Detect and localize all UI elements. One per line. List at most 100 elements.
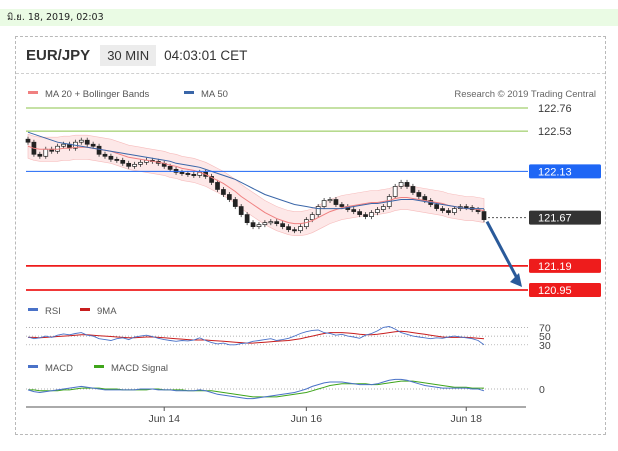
- rsi-tick-label: 70: [539, 322, 551, 334]
- time-tick-label: Jun 18: [450, 413, 482, 425]
- macd-signal-legend-label: MACD Signal: [111, 363, 168, 374]
- rsi-ma-legend-label: 9MA: [97, 306, 117, 317]
- ma50-legend-label: MA 50: [201, 89, 228, 100]
- candle: [315, 206, 321, 215]
- level-121-19-tag: [529, 258, 601, 273]
- candle: [298, 226, 303, 232]
- candle: [452, 208, 457, 213]
- level-122-13-tag: [529, 164, 601, 179]
- forecast-arrow-head: [510, 272, 522, 287]
- level-122-53-label: 122.53: [538, 126, 572, 138]
- candle: [463, 206, 469, 209]
- level-120-95-tag: [529, 282, 601, 297]
- key-levels: 122.76 122.53 122.13 121.67 121.19 120.95: [26, 103, 601, 297]
- candle: [96, 145, 102, 155]
- candle: [446, 210, 451, 213]
- forecast-arrow: [485, 220, 521, 283]
- rsi-tick-label: 50: [539, 331, 551, 343]
- rsi-tick-label: 30: [539, 340, 551, 352]
- candle: [227, 194, 232, 200]
- candle: [102, 153, 108, 157]
- rsi-legend-label: RSI: [45, 306, 61, 317]
- candle: [404, 182, 410, 187]
- candle: [292, 229, 297, 232]
- candle: [90, 143, 96, 147]
- currency-pair: EUR/JPY: [26, 46, 91, 64]
- candle: [327, 199, 333, 202]
- candle: [250, 222, 256, 228]
- level-122-76-label: 122.76: [538, 103, 572, 115]
- candle: [351, 209, 357, 212]
- candle: [380, 206, 386, 210]
- header-divider: [16, 73, 605, 74]
- candle: [78, 139, 84, 143]
- price-plot: [25, 131, 487, 236]
- chart-canvas: MA 20 + Bollinger Bands MA 50 Research ©…: [25, 89, 601, 425]
- rsi-ma-legend-swatch: [80, 308, 90, 311]
- ma20-legend-label: MA 20 + Bollinger Bands: [45, 89, 150, 100]
- candle: [37, 153, 43, 157]
- macd-tick-label: 0: [539, 384, 545, 396]
- candle: [25, 138, 31, 143]
- bollinger-band: [27, 133, 485, 236]
- candle: [179, 172, 185, 174]
- candle: [167, 165, 173, 170]
- candle: [440, 208, 445, 211]
- ma50-legend-swatch: [184, 91, 194, 94]
- macd-line: [27, 378, 485, 400]
- time-tick-label: Jun 16: [291, 413, 323, 425]
- ma50-line: [27, 131, 484, 210]
- rsi-line: [27, 326, 485, 346]
- date-bar: มิ.ย. 18, 2019, 02:03: [0, 9, 618, 26]
- candle: [232, 199, 238, 207]
- candle: [274, 221, 280, 224]
- candle: [434, 204, 439, 209]
- candle: [375, 209, 380, 213]
- candle: [357, 211, 362, 215]
- candle: [333, 199, 339, 205]
- level-120-95-label: 120.95: [538, 285, 572, 297]
- rsi-ma-line: [28, 330, 485, 344]
- chart-header: EUR/JPY 30 MIN 04:03:01 CET: [26, 43, 247, 67]
- level-121-67-tag: [529, 210, 601, 225]
- research-credit: Research © 2019 Trading Central: [454, 89, 596, 100]
- candle: [132, 163, 137, 167]
- timeframe-badge[interactable]: 30 MIN: [100, 44, 157, 66]
- candle: [309, 214, 315, 220]
- chart-time: 04:03:01 CET: [164, 47, 248, 63]
- rsi-legend-swatch: [28, 308, 38, 311]
- chart-panel: EUR/JPY 30 MIN 04:03:01 CET MA 20 + Boll…: [15, 36, 606, 435]
- candle: [392, 186, 398, 197]
- candle: [108, 155, 114, 160]
- macd-signal-legend-swatch: [94, 365, 104, 368]
- candle: [126, 162, 132, 167]
- candle: [481, 211, 487, 220]
- candle: [209, 176, 214, 183]
- candle: [173, 169, 179, 173]
- candle: [43, 148, 49, 157]
- ma20-legend-swatch: [28, 91, 38, 94]
- time-tick-label: Jun 14: [148, 413, 180, 425]
- candle: [398, 182, 404, 187]
- candle: [262, 222, 268, 225]
- candle: [410, 186, 416, 193]
- macd-legend-label: MACD: [45, 363, 73, 374]
- macd-legend-swatch: [28, 365, 38, 368]
- candle: [280, 223, 285, 228]
- candle: [268, 221, 274, 224]
- candle: [244, 214, 250, 223]
- level-121-67-label: 121.67: [538, 213, 572, 225]
- candle: [138, 161, 143, 165]
- candle: [238, 206, 244, 215]
- candle: [363, 214, 368, 217]
- candle: [286, 226, 291, 231]
- candle: [120, 159, 126, 164]
- candle: [416, 192, 422, 197]
- level-121-19-label: 121.19: [538, 261, 572, 273]
- candle: [185, 173, 191, 175]
- macd-plot: 0: [26, 378, 545, 400]
- candle: [221, 189, 226, 195]
- candle: [191, 174, 197, 176]
- candle: [215, 182, 220, 190]
